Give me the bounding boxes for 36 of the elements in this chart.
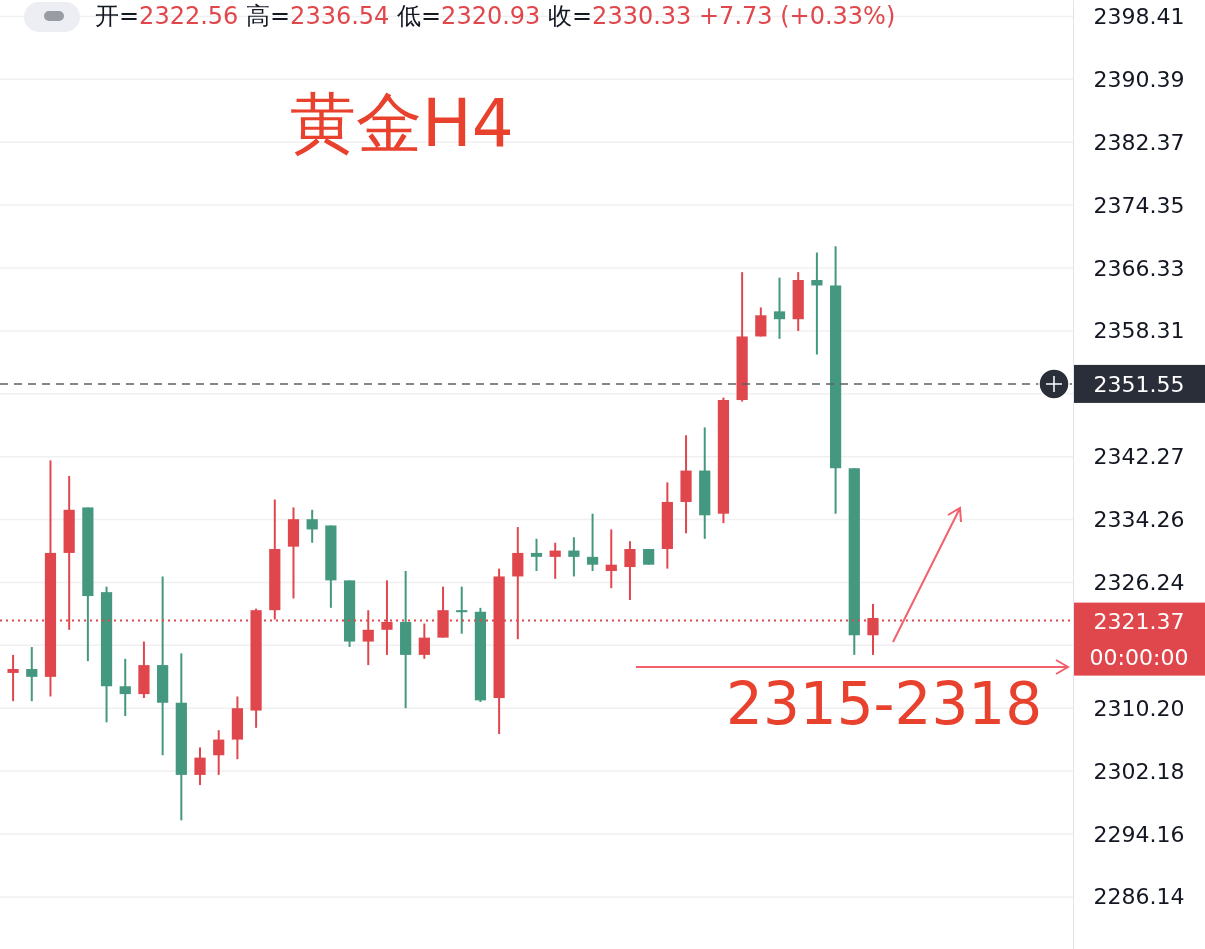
y-tick-label: 2390.39	[1093, 66, 1185, 92]
candlestick	[530, 537, 543, 572]
candlestick	[624, 540, 636, 601]
y-tick-label: 2374.35	[1093, 192, 1185, 218]
y-tick-label: 2310.20	[1093, 695, 1185, 721]
candlestick	[213, 729, 225, 776]
y-tick-label: 2294.16	[1093, 821, 1185, 847]
candlestick	[549, 541, 561, 580]
y-tick-label: 2302.18	[1093, 758, 1185, 784]
y-tick-label: 2326.24	[1093, 569, 1185, 595]
candlestick	[568, 536, 580, 578]
candlestick	[26, 646, 38, 703]
text: 黄金H4	[290, 85, 514, 162]
y-tick-label: 2334.26	[1093, 507, 1185, 533]
y-tick-label: 2358.31	[1093, 318, 1185, 344]
ref-line-label: 2351.55	[1093, 371, 1185, 397]
candlestick	[755, 306, 767, 338]
y-tick-label: 2398.41	[1093, 3, 1185, 29]
text: 00:00:00	[1089, 644, 1189, 670]
candlestick	[811, 251, 823, 356]
y-tick-label: 2286.14	[1093, 884, 1185, 910]
candlestick	[306, 508, 318, 544]
candlestick	[418, 622, 430, 660]
ref-line-label: 2321.37	[1093, 608, 1185, 634]
candlestick	[773, 276, 786, 340]
text: 开=2322.56 高=2336.54 低=2320.93 收=2330.33 +7.73 (+0.33%)	[95, 2, 896, 30]
candlestick	[194, 746, 206, 787]
y-tick-label: 2366.33	[1093, 255, 1185, 281]
candlestick	[7, 653, 19, 703]
y-tick-label: 2342.27	[1093, 444, 1185, 470]
candlestick	[586, 512, 599, 572]
y-tick-label: 2382.37	[1093, 129, 1185, 155]
annotation: 2315-2318	[726, 670, 1043, 738]
candlestick	[605, 528, 617, 590]
candlestick	[456, 585, 468, 635]
candlestick	[119, 657, 131, 718]
